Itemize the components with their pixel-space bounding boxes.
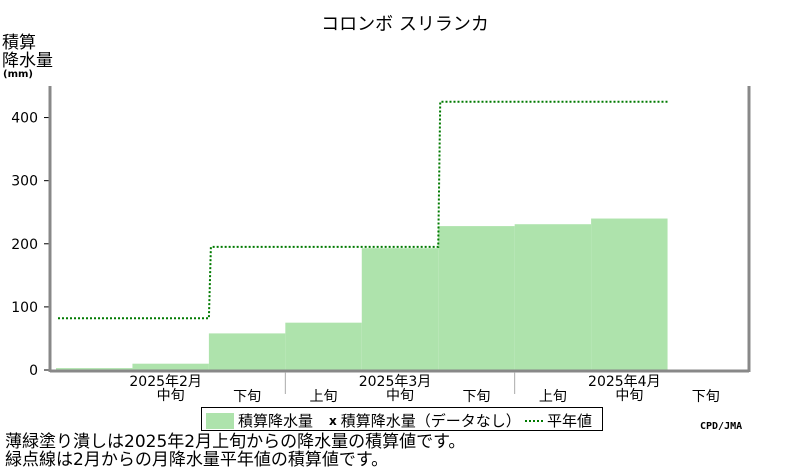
x-tick-label: 上旬 [539, 389, 567, 405]
x-tick-label: 中旬 [157, 388, 185, 404]
x-tick-label: 上旬 [310, 389, 338, 405]
legend-label-nodata: 積算降水量（データなし） [340, 412, 521, 430]
legend-swatch-normal [525, 419, 543, 422]
accum-bar-2 [132, 363, 209, 370]
y-tick-label: 200 [11, 237, 38, 253]
accum-bar-7 [514, 224, 592, 370]
note-line-1: 薄緑塗り潰しは2025年2月上旬からの降水量の積算値です。 [5, 432, 466, 452]
accum-bar-1 [56, 368, 133, 370]
chart-title: コロンボ スリランカ [321, 14, 489, 35]
y-tick-label: 300 [11, 174, 38, 190]
x-tick-label: 下旬 [692, 389, 720, 405]
accum-bar-5 [361, 248, 439, 370]
x-tick-label: 下旬 [462, 389, 490, 405]
plot-group: 0 100 200 300 400 中旬 下旬 上旬 中旬 下旬 上旬 中旬 下旬 2025年2月 2025… [11, 86, 751, 405]
legend-nodata-mark: x [329, 413, 337, 428]
legend-item-nodata: x 積算降水量（データなし） [329, 410, 521, 431]
legend-item-accum: 積算降水量 [206, 410, 313, 431]
x-tick-label: 中旬 [386, 388, 414, 404]
legend-item-normal: 平年値 [525, 410, 592, 431]
month-label: 2025年3月 [359, 374, 432, 390]
accum-bar-3 [208, 333, 286, 370]
accum-bar-8 [591, 218, 668, 370]
y-axis-label-line2: 降水量 [2, 51, 53, 71]
x-tick-label: 中旬 [615, 388, 643, 404]
y-tick-label: 0 [29, 363, 38, 379]
normal-line [58, 100, 668, 320]
legend: 積算降水量 x 積算降水量（データなし） 平年値 [201, 407, 603, 431]
accum-bar-4 [285, 322, 362, 370]
note-line-2: 緑点線は2月からの月降水量平年値の積算値です。 [5, 450, 389, 470]
y-axis-label-line1: 積算 [2, 33, 36, 53]
legend-label-accum: 積算降水量 [238, 412, 314, 430]
month-label: 2025年2月 [129, 374, 202, 390]
legend-label-normal: 平年値 [547, 412, 593, 430]
legend-swatch-accum [206, 412, 234, 429]
x-tick-label: 下旬 [233, 389, 261, 405]
y-axis-label-line3: (mm) [3, 69, 33, 80]
credit: CPD/JMA [700, 421, 743, 432]
month-label: 2025年4月 [588, 374, 661, 390]
accum-bar-6 [438, 226, 515, 370]
y-tick-label: 100 [11, 300, 38, 316]
y-tick-label: 400 [11, 111, 38, 127]
